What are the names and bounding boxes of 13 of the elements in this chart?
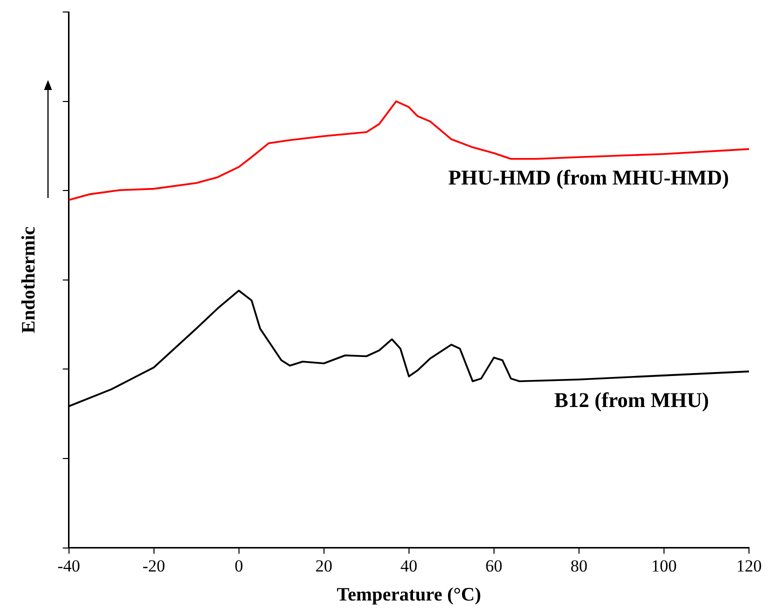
x-tick-label: 0	[234, 556, 244, 576]
x-tick-label: 60	[485, 556, 502, 576]
x-tick-label: 80	[570, 556, 588, 576]
x-tick-label: 40	[400, 556, 418, 576]
x-tick-label: 120	[736, 556, 762, 576]
x-tick-label: 20	[315, 556, 332, 576]
series-label: B12 (from MHU)	[554, 388, 709, 412]
x-tick-label: 100	[651, 556, 677, 576]
x-tick-label: -40	[57, 556, 80, 576]
x-axis-title: Temperature (°C)	[336, 584, 482, 606]
y-axis-title: Endothermic	[18, 226, 40, 334]
x-tick-label: -20	[142, 556, 166, 576]
series-label: PHU-HMD (from MHU-HMD)	[448, 165, 729, 190]
